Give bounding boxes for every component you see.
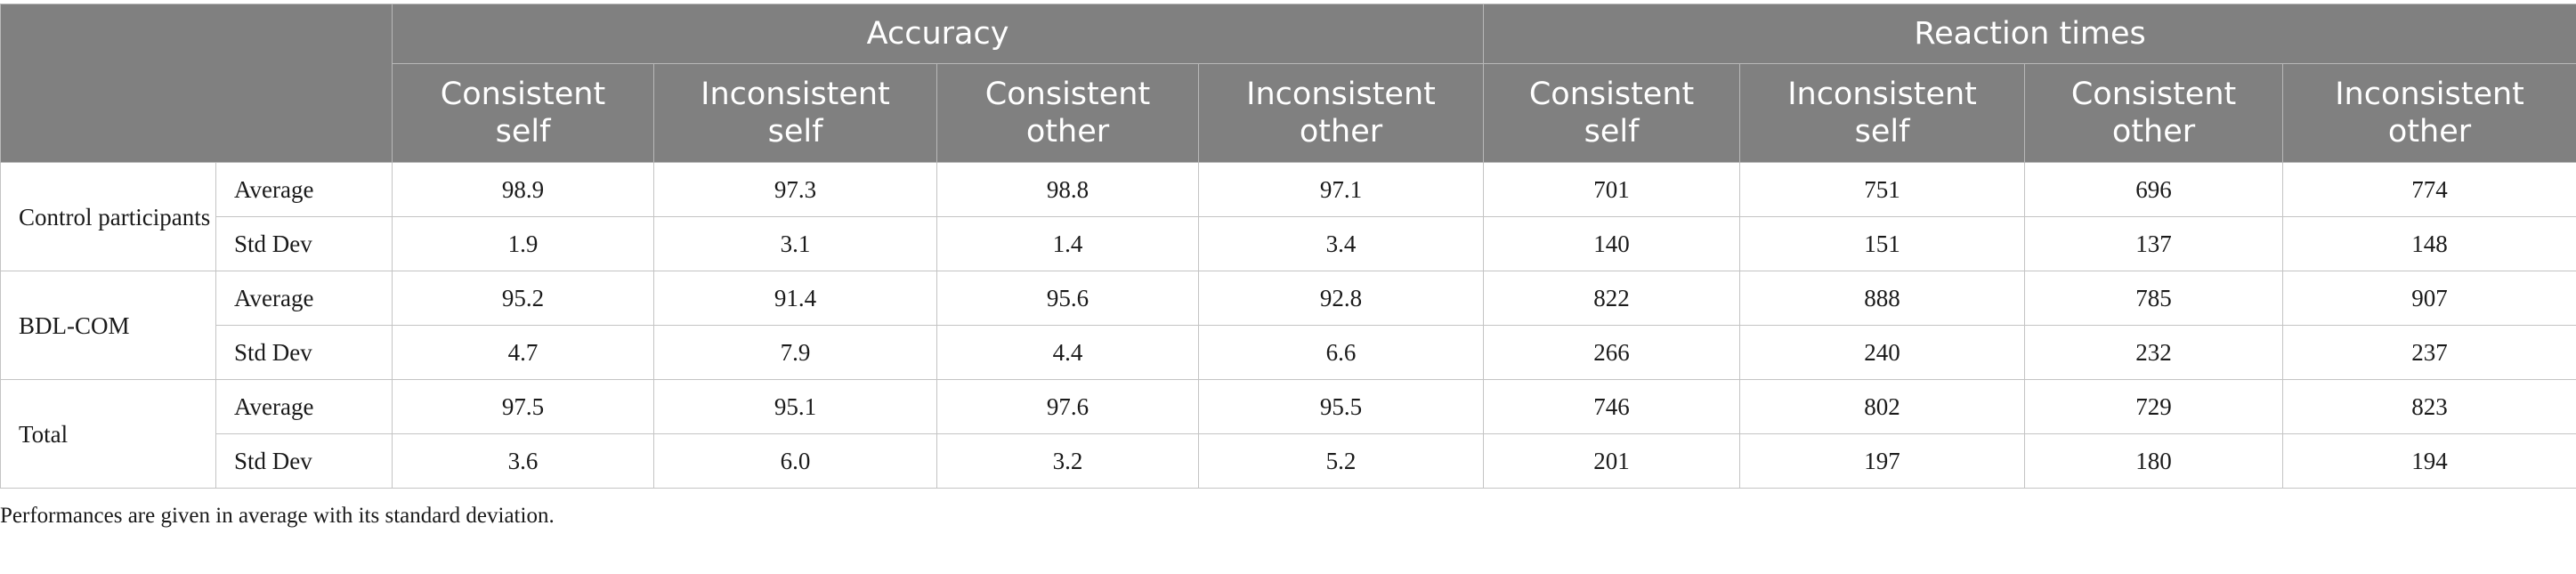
table-cell: 92.8 (1197, 271, 1485, 326)
table-header: Accuracy Reaction times Consistent self I… (0, 4, 2576, 163)
table-cell: 91.4 (653, 271, 937, 326)
table-cell: 3.1 (653, 216, 937, 271)
table-cell: 785 (2024, 271, 2284, 326)
table-cell: 97.3 (653, 162, 937, 217)
table-cell: 774 (2282, 162, 2576, 217)
header-condition-cell: Inconsistent other (1197, 63, 1485, 163)
table-cell: 746 (1483, 379, 1741, 434)
header-condition-cell: Consistent self (392, 63, 654, 163)
table-cell: 95.5 (1197, 379, 1485, 434)
condition-line1: Inconsistent (1246, 77, 1436, 112)
table-cell: 266 (1483, 325, 1741, 380)
table-cell: 7.9 (653, 325, 937, 380)
table-cell: 140 (1483, 216, 1741, 271)
condition-line2: other (1025, 114, 1110, 150)
table-cell: 151 (1739, 216, 2026, 271)
row-stat-label: Average (215, 162, 393, 217)
table-cell: 98.8 (936, 162, 1199, 217)
table-cell: 696 (2024, 162, 2284, 217)
condition-line2: other (1299, 114, 1383, 150)
table-row: Std Dev 3.6 6.0 3.2 5.2 201 197 180 194 (1, 433, 2576, 489)
table-cell: 888 (1739, 271, 2026, 326)
results-table: Accuracy Reaction times Consistent self I… (0, 4, 2576, 489)
table-cell: 201 (1483, 433, 1741, 489)
table-cell: 729 (2024, 379, 2284, 434)
row-group-label: Control participants (0, 162, 216, 271)
table-cell: 5.2 (1197, 433, 1485, 489)
table-cell: 232 (2024, 325, 2284, 380)
condition-line1: Consistent (2070, 77, 2237, 112)
condition-line2: self (495, 114, 551, 150)
condition-line1: Inconsistent (1787, 77, 1977, 112)
table-cell: 97.5 (392, 379, 654, 434)
table-cell: 97.1 (1197, 162, 1485, 217)
table-body: Control participants Average 98.9 97.3 98.8 9… (0, 162, 2576, 489)
header-condition-cell: Inconsistent self (653, 63, 937, 163)
condition-line1: Consistent (440, 77, 606, 112)
table-cell: 194 (2282, 433, 2576, 489)
condition-line1: Inconsistent (701, 77, 890, 112)
condition-line2: other (2111, 114, 2196, 150)
table-cell: 97.6 (936, 379, 1199, 434)
table-cell: 4.4 (936, 325, 1199, 380)
table-cell: 137 (2024, 216, 2284, 271)
table-cell: 237 (2282, 325, 2576, 380)
header-condition-cell: Consistent other (2024, 63, 2284, 163)
table-caption: Performances are given in average with i… (0, 504, 555, 528)
results-table-container: Accuracy Reaction times Consistent self I… (0, 4, 2576, 489)
row-group-label: BDL-COM (0, 271, 216, 380)
header-condition-cell: Consistent self (1483, 63, 1741, 163)
condition-line1: Consistent (984, 77, 1151, 112)
table-cell: 180 (2024, 433, 2284, 489)
table-cell: 95.2 (392, 271, 654, 326)
header-condition-row: Consistent self Inconsistent self Consiste… (1, 63, 2576, 163)
condition-line2: self (767, 114, 823, 150)
condition-line2: self (1854, 114, 1910, 150)
table-cell: 3.2 (936, 433, 1199, 489)
header-group-accuracy: Accuracy (391, 4, 1485, 64)
table-cell: 95.6 (936, 271, 1199, 326)
condition-line1: Inconsistent (2335, 77, 2524, 112)
table-cell: 4.7 (392, 325, 654, 380)
row-stat-label: Average (215, 271, 393, 326)
table-cell: 701 (1483, 162, 1741, 217)
table-row: BDL-COM Average 95.2 91.4 95.6 92.8 822 888 785 9… (0, 271, 2576, 380)
header-condition-cell: Inconsistent other (2282, 63, 2576, 163)
row-stat-label: Average (215, 379, 393, 434)
table-cell: 3.4 (1197, 216, 1485, 271)
row-stat-label: Std Dev (215, 325, 393, 380)
header-condition-cell: Consistent other (936, 63, 1199, 163)
table-row: Total Average 97.5 95.1 97.6 95.5 746 802 729 823 (0, 379, 2576, 489)
table-row: Std Dev 4.7 7.9 4.4 6.6 266 240 232 237 (1, 325, 2576, 380)
table-cell: 1.4 (936, 216, 1199, 271)
table-cell: 907 (2282, 271, 2576, 326)
table-cell: 823 (2282, 379, 2576, 434)
table-cell: 1.9 (392, 216, 654, 271)
header-group-row: Accuracy Reaction times (0, 4, 2576, 163)
table-cell: 148 (2282, 216, 2576, 271)
table-cell: 802 (1739, 379, 2026, 434)
header-group-reaction-times: Reaction times (1483, 4, 2576, 64)
condition-line2: self (1584, 114, 1640, 150)
table-cell: 751 (1739, 162, 2026, 217)
condition-line1: Consistent (1528, 77, 1695, 112)
table-cell: 3.6 (392, 433, 654, 489)
table-row: Std Dev 1.9 3.1 1.4 3.4 140 151 137 148 (1, 216, 2576, 271)
row-stat-label: Std Dev (215, 433, 393, 489)
condition-line2: other (2387, 114, 2472, 150)
table-cell: 6.6 (1197, 325, 1485, 380)
row-group-label: Total (0, 379, 216, 489)
table-row: Control participants Average 98.9 97.3 98.8 9… (0, 162, 2576, 271)
table-cell: 822 (1483, 271, 1741, 326)
header-condition-cell: Inconsistent self (1739, 63, 2026, 163)
table-cell: 240 (1739, 325, 2026, 380)
table-cell: 95.1 (653, 379, 937, 434)
table-cell: 197 (1739, 433, 2026, 489)
row-stat-label: Std Dev (215, 216, 393, 271)
header-corner-cell (0, 4, 393, 163)
table-cell: 6.0 (653, 433, 937, 489)
table-cell: 98.9 (392, 162, 654, 217)
